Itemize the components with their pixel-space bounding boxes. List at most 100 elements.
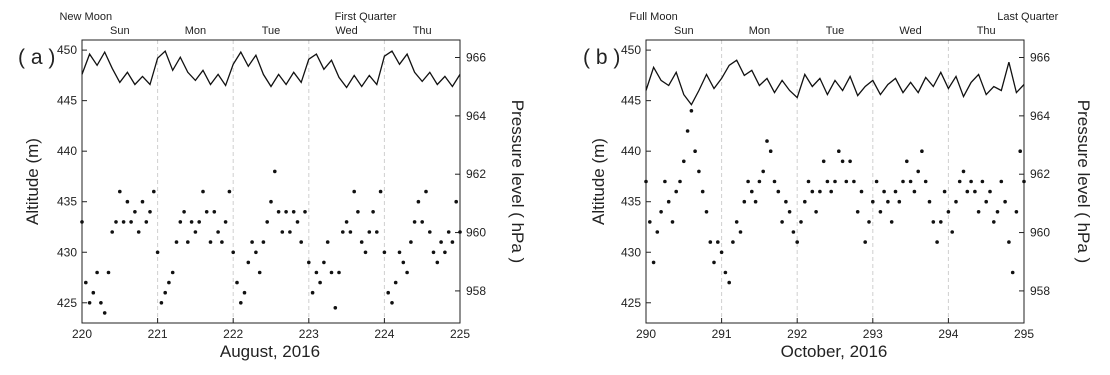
data-point: [806, 179, 811, 184]
y2-tick-label: 964: [466, 109, 486, 123]
data-point: [450, 240, 455, 244]
data-point: [114, 220, 118, 224]
data-point: [923, 179, 928, 184]
data-point: [908, 179, 913, 184]
data-point: [761, 169, 765, 174]
data-point: [727, 280, 731, 285]
data-point: [367, 230, 372, 234]
moon-phase-label: Full Moon: [629, 11, 677, 23]
data-point: [152, 189, 156, 194]
y2-axis-title: Pressure level ( hPa ): [508, 100, 527, 263]
data-point: [329, 270, 334, 275]
data-point: [401, 260, 406, 265]
data-point: [840, 159, 845, 164]
data-point: [995, 210, 1000, 214]
day-label: Wed: [899, 25, 921, 37]
data-point: [961, 169, 966, 174]
data-point: [265, 220, 270, 224]
data-point: [269, 199, 273, 204]
data-point: [390, 301, 394, 305]
data-point: [946, 210, 951, 214]
data-point: [746, 179, 750, 184]
data-point: [435, 260, 440, 265]
y2-tick-label: 960: [1030, 226, 1050, 240]
x-tick-label: 294: [938, 327, 958, 341]
data-point: [716, 240, 720, 244]
data-point: [276, 210, 281, 214]
data-point: [750, 189, 754, 194]
data-point: [999, 179, 1004, 184]
data-point: [84, 280, 88, 285]
data-point: [235, 280, 239, 285]
day-label: Sun: [110, 25, 130, 37]
data-point: [700, 189, 705, 194]
data-point: [288, 230, 292, 234]
data-point: [356, 210, 360, 214]
data-point: [825, 179, 830, 184]
data-point: [133, 210, 137, 214]
data-point: [261, 240, 266, 244]
chart-panel-a: 220 221 222 223 224 225 450 445 440 435 430 425 966 9…: [18, 11, 527, 361]
data-point: [912, 189, 917, 194]
data-point: [254, 250, 258, 255]
y-axis-title: Altitude (m): [589, 138, 608, 225]
data-point: [129, 220, 133, 224]
data-point: [666, 199, 671, 204]
day-label: Mon: [185, 25, 206, 37]
data-point: [942, 189, 947, 194]
data-point: [893, 189, 898, 194]
data-point: [916, 169, 920, 174]
data-point: [412, 220, 417, 224]
data-point: [280, 230, 285, 234]
data-point: [689, 109, 694, 113]
data-point: [863, 240, 867, 244]
data-point: [197, 220, 201, 224]
data-point: [901, 179, 905, 184]
data-point: [299, 240, 304, 244]
data-point: [178, 220, 183, 224]
data-point: [1022, 179, 1026, 184]
data-point: [992, 220, 996, 224]
data-point: [772, 179, 777, 184]
data-point: [814, 210, 818, 214]
data-point: [284, 210, 288, 214]
data-point: [273, 169, 277, 174]
data-point: [957, 179, 962, 184]
y-tick-label: 445: [57, 94, 77, 108]
data-point: [678, 179, 682, 184]
data-point: [844, 179, 849, 184]
data-point: [371, 210, 375, 214]
day-label: Thu: [413, 25, 432, 37]
x-tick-label: 290: [636, 327, 656, 341]
y-tick-label: 425: [621, 296, 641, 310]
data-point: [170, 270, 175, 275]
data-point: [723, 270, 728, 275]
data-point: [803, 199, 807, 204]
data-point: [443, 250, 447, 255]
data-point: [167, 280, 171, 285]
data-point: [303, 210, 307, 214]
data-point: [136, 230, 141, 234]
data-point: [250, 240, 254, 244]
data-point: [446, 230, 451, 234]
data-point: [322, 260, 326, 265]
data-point: [325, 240, 330, 244]
y2-axis-title: Pressure level ( hPa ): [1074, 100, 1093, 263]
data-point: [927, 199, 932, 204]
data-point: [791, 230, 796, 234]
data-point: [644, 179, 648, 184]
data-point: [87, 301, 92, 305]
moon-phase-label: New Moon: [59, 11, 112, 23]
y-tick-label: 435: [57, 195, 77, 209]
data-point: [201, 189, 205, 194]
data-point: [341, 230, 345, 234]
data-point: [231, 250, 235, 255]
data-point: [99, 301, 103, 305]
data-point: [193, 230, 198, 234]
day-label: Mon: [749, 25, 770, 37]
data-point: [337, 270, 341, 275]
plot-frame: [81, 39, 461, 324]
data-point: [118, 189, 122, 194]
data-point: [712, 260, 716, 265]
x-tick-label: 225: [450, 327, 470, 341]
